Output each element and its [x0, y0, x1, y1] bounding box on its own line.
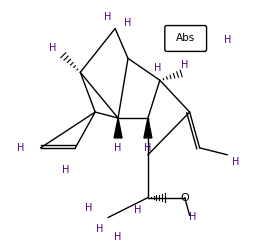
Text: O: O [180, 192, 189, 202]
Text: H: H [224, 36, 231, 46]
Text: H: H [114, 232, 122, 242]
Text: H: H [189, 212, 196, 222]
Text: H: H [62, 165, 69, 175]
Text: H: H [232, 157, 239, 167]
FancyBboxPatch shape [165, 26, 206, 52]
Text: Abs: Abs [176, 34, 195, 43]
Text: H: H [96, 224, 104, 234]
Text: H: H [85, 202, 92, 212]
Text: H: H [105, 12, 112, 22]
Text: H: H [49, 44, 56, 54]
Polygon shape [114, 118, 122, 138]
Text: H: H [134, 204, 142, 214]
Text: H: H [144, 143, 152, 153]
Polygon shape [144, 118, 152, 138]
Text: H: H [17, 143, 24, 153]
Text: H: H [154, 63, 162, 73]
Text: H: H [124, 18, 132, 28]
Text: H: H [114, 143, 122, 153]
Text: H: H [181, 60, 188, 70]
